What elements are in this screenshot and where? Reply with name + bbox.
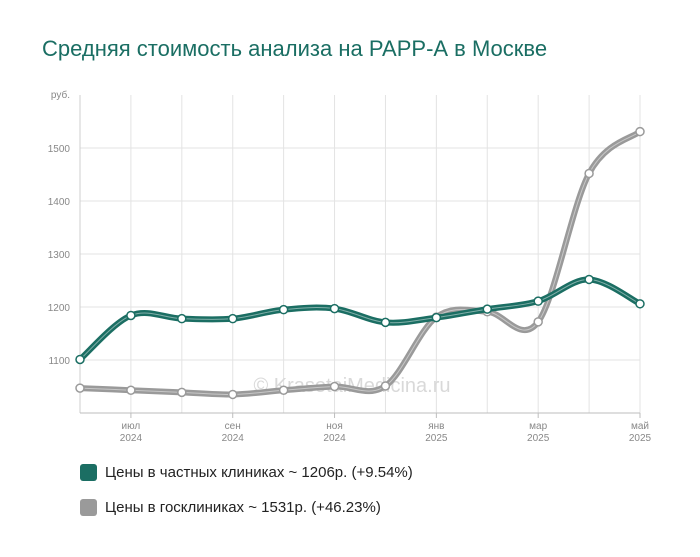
chart-title: Средняя стоимость анализа на РАРР-А в Мо…: [42, 36, 548, 61]
chart-axes: 11001200130014001500руб.июл2024сен2024но…: [48, 89, 652, 444]
data-point-public: [584, 168, 594, 179]
series-line-public: [77, 128, 643, 398]
data-point-public: [329, 381, 340, 392]
legend-swatch-private: [80, 464, 97, 481]
data-point-private: [431, 312, 442, 323]
legend-item-private: Цены в частных клиниках ~ 1206р. (+9.54%…: [80, 464, 413, 481]
legend-item-public: Цены в госклиниках ~ 1531р. (+46.23%): [80, 499, 381, 516]
series-line-private: [77, 276, 643, 363]
data-point-private: [329, 303, 340, 314]
chart-grid: [79, 95, 641, 413]
data-point-private: [635, 299, 645, 309]
x-tick-label-month: июл: [122, 421, 141, 432]
x-tick-label-month: сен: [225, 421, 241, 432]
y-unit-label: руб.: [51, 89, 70, 101]
x-tick-label-month: май: [631, 421, 649, 432]
legend-swatch-public: [80, 499, 97, 516]
data-point-public: [227, 389, 238, 400]
y-tick-label: 1500: [48, 144, 71, 155]
x-tick-label-year: 2025: [629, 433, 652, 444]
x-tick-label-month: ноя: [326, 421, 343, 432]
y-tick-label: 1300: [48, 250, 71, 261]
data-point-private: [584, 274, 594, 285]
data-point-private: [482, 304, 493, 314]
data-point-private: [75, 354, 85, 365]
x-tick-label-year: 2024: [323, 433, 346, 444]
data-point-private: [533, 296, 543, 306]
x-tick-label-year: 2024: [120, 433, 143, 444]
chart-series: [75, 126, 645, 400]
x-tick-label-year: 2024: [222, 433, 245, 444]
y-tick-label: 1100: [48, 356, 70, 367]
data-point-public: [126, 385, 136, 395]
data-point-public: [635, 126, 645, 137]
y-tick-label: 1400: [48, 197, 71, 208]
data-point-private: [177, 313, 187, 324]
data-point-public: [533, 317, 543, 327]
x-tick-label-month: мар: [529, 421, 547, 432]
data-point-private: [278, 304, 289, 315]
x-tick-label-year: 2025: [425, 433, 448, 444]
data-point-public: [177, 387, 187, 398]
legend-label-public: Цены в госклиниках ~ 1531р. (+46.23%): [105, 499, 381, 516]
series-line-highlight-public: [79, 131, 641, 395]
data-point-public: [75, 383, 85, 393]
data-point-private: [380, 317, 391, 328]
data-point-private: [126, 310, 136, 321]
x-tick-label-month: янв: [428, 421, 444, 432]
x-tick-label-year: 2025: [527, 433, 550, 444]
y-tick-label: 1200: [48, 303, 71, 314]
legend-label-private: Цены в частных клиниках ~ 1206р. (+9.54%…: [105, 464, 413, 481]
data-point-public: [380, 381, 391, 391]
data-point-public: [278, 385, 289, 395]
line-chart: 11001200130014001500руб.июл2024сен2024но…: [48, 89, 652, 444]
data-point-private: [227, 313, 238, 324]
